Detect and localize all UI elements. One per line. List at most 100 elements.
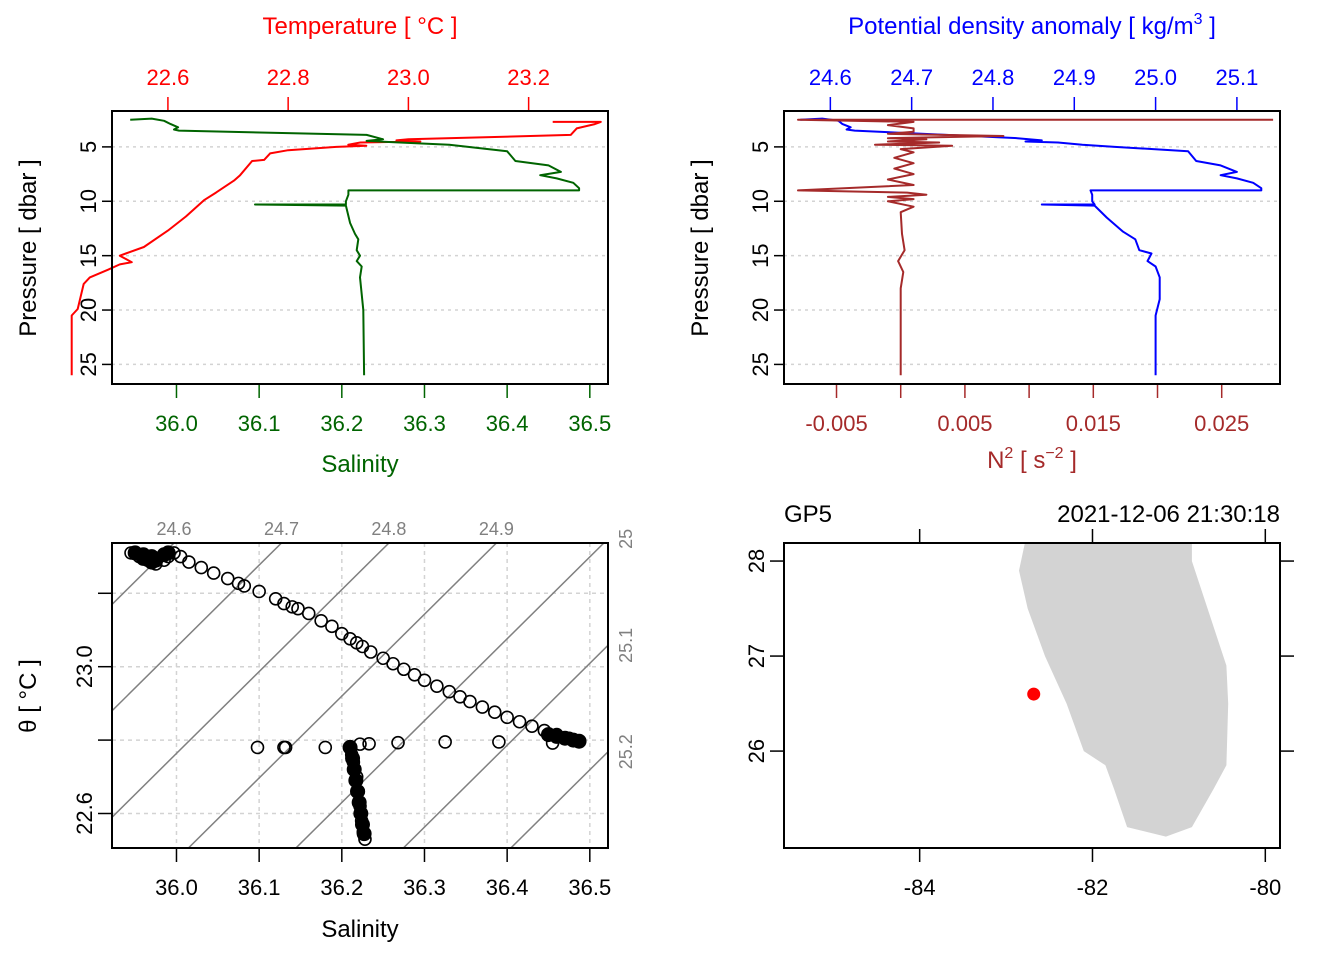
ts-point bbox=[463, 694, 477, 709]
x-tick-label: -80 bbox=[1249, 875, 1281, 900]
top-tick-label: 24.8 bbox=[972, 65, 1015, 90]
y-tick-label: 15 bbox=[76, 243, 101, 267]
y-tick-label: 22.6 bbox=[72, 792, 97, 835]
x-tick-label: -82 bbox=[1077, 875, 1109, 900]
axis-ticks: 5 10 15 20 25 24.6 24.7 24.8 24.9 25.0 25.1 -0.005 0… bbox=[748, 65, 1258, 436]
density-axis-title-sup: 3 bbox=[1194, 11, 1203, 28]
ts-point bbox=[206, 566, 221, 580]
ts-point bbox=[237, 579, 252, 593]
isopycnal-line bbox=[402, 644, 608, 848]
pressure-gridlines bbox=[784, 146, 1280, 366]
ts-ylabel: θ [ °C ] bbox=[15, 659, 42, 733]
density-n2-panel: Potential density anomaly [ kg/m3 ] N2 [… bbox=[687, 11, 1281, 474]
ts-point bbox=[487, 705, 502, 719]
n2-axis-title: N2 [ s−2 ] bbox=[987, 445, 1077, 474]
isopycnal-label-right: 25.2 bbox=[616, 734, 636, 769]
ts-xlabel: Salinity bbox=[321, 916, 398, 943]
ts-point bbox=[492, 735, 506, 749]
y-tick-label: 25 bbox=[76, 352, 101, 376]
ts-point bbox=[285, 600, 300, 614]
y-tick-label: 15 bbox=[748, 243, 773, 267]
coastline bbox=[1019, 543, 1229, 837]
ts-point bbox=[386, 656, 400, 671]
n2-line bbox=[797, 118, 1274, 376]
y-tick-label: 28 bbox=[744, 549, 769, 573]
profile-lines bbox=[70, 117, 602, 376]
ts-point-dense bbox=[160, 545, 176, 561]
x-tick-label: 36.5 bbox=[568, 875, 611, 900]
x-tick-label: 36.4 bbox=[486, 875, 529, 900]
land-polygon bbox=[1019, 543, 1229, 837]
ts-point-dense bbox=[571, 733, 587, 749]
bottom-tick-label: 0.005 bbox=[937, 411, 992, 436]
bottom-tick-label: 0.015 bbox=[1066, 411, 1121, 436]
bottom-tick-label: 0.025 bbox=[1194, 411, 1249, 436]
ts-point bbox=[363, 645, 378, 659]
bottom-tick-label: -0.005 bbox=[805, 411, 867, 436]
top-tick-label: 25.0 bbox=[1134, 65, 1177, 90]
n2-axis-title-n: N bbox=[987, 447, 1004, 474]
salinity-axis-title: Salinity bbox=[321, 451, 398, 478]
ts-point bbox=[362, 736, 376, 751]
top-tick-label: 24.9 bbox=[1053, 65, 1096, 90]
x-tick-label: 36.0 bbox=[155, 875, 198, 900]
salinity-temperature-panel: Temperature [ °C ] Salinity Pressure [ d… bbox=[15, 13, 611, 478]
bottom-tick-label: 36.2 bbox=[320, 411, 363, 436]
temperature-axis-title: Temperature [ °C ] bbox=[263, 13, 458, 40]
top-tick-label: 24.6 bbox=[809, 65, 852, 90]
density-axis-title-main: Potential density anomaly [ kg/m bbox=[848, 13, 1194, 40]
y-tick-label: 10 bbox=[748, 189, 773, 213]
x-tick-label: 36.3 bbox=[403, 875, 446, 900]
ts-diagram-panel: Salinity θ [ °C ] 24.6 24.7 24.8 24.9 25 25.1… bbox=[15, 519, 636, 943]
plot-frame bbox=[783, 110, 1281, 385]
ts-point bbox=[325, 619, 339, 634]
profile-lines bbox=[797, 117, 1274, 376]
ts-point-dense bbox=[144, 554, 160, 570]
x-tick-label: -84 bbox=[904, 875, 936, 900]
ts-point bbox=[252, 584, 266, 599]
ts-point bbox=[182, 555, 196, 569]
isopycnal-line bbox=[294, 543, 605, 848]
ts-point bbox=[430, 679, 444, 693]
top-tick-label: 23.0 bbox=[387, 65, 430, 90]
density-axis-title: Potential density anomaly [ kg/m3 ] bbox=[848, 11, 1216, 40]
ts-point bbox=[525, 719, 539, 733]
ts-point bbox=[475, 700, 490, 714]
isopycnal-label-top: 24.6 bbox=[156, 519, 191, 539]
station-datetime: 2021-12-06 21:30:18 bbox=[1057, 501, 1280, 528]
station-map-panel: GP5 2021-12-06 21:30:18 -84 -82 -80 26 27 28 bbox=[744, 501, 1294, 900]
plot-frame bbox=[111, 542, 609, 849]
y-tick-label: 26 bbox=[744, 739, 769, 763]
y-tick-label: 25 bbox=[748, 352, 773, 376]
x-tick-label: 36.2 bbox=[320, 875, 363, 900]
salinity-line bbox=[130, 117, 581, 376]
pressure-axis-title: Pressure [ dbar ] bbox=[687, 159, 714, 336]
pressure-axis-title: Pressure [ dbar ] bbox=[15, 159, 42, 336]
y-tick-label: 20 bbox=[748, 298, 773, 322]
bottom-tick-label: 36.0 bbox=[155, 411, 198, 436]
y-tick-label: 5 bbox=[76, 141, 101, 153]
n2-axis-title-close: ] bbox=[1064, 447, 1077, 474]
ts-point bbox=[194, 560, 209, 575]
station-marker bbox=[1027, 687, 1041, 701]
ts-point bbox=[343, 631, 357, 646]
temperature-line bbox=[70, 120, 602, 376]
y-tick-label: 27 bbox=[744, 644, 769, 668]
plot-frame bbox=[783, 542, 1281, 849]
n2-axis-title-sup: 2 bbox=[1004, 445, 1013, 462]
y-tick-label: 5 bbox=[748, 141, 773, 153]
ts-point bbox=[442, 684, 457, 699]
station-name: GP5 bbox=[784, 501, 832, 528]
y-tick-label: 10 bbox=[76, 189, 101, 213]
ts-point bbox=[391, 735, 405, 750]
top-tick-label: 22.6 bbox=[146, 65, 189, 90]
ts-point bbox=[277, 596, 291, 611]
ts-point bbox=[500, 710, 514, 725]
isopycnal-lines bbox=[112, 543, 608, 848]
ts-point-dense bbox=[356, 826, 372, 842]
ts-point bbox=[438, 735, 452, 749]
ts-point bbox=[314, 614, 328, 628]
axis-ticks: 24.6 24.7 24.8 24.9 25 25.1 25.2 36.0 36.1 36.2 36… bbox=[72, 519, 636, 900]
isopycnal-label-top: 24.8 bbox=[371, 519, 406, 539]
